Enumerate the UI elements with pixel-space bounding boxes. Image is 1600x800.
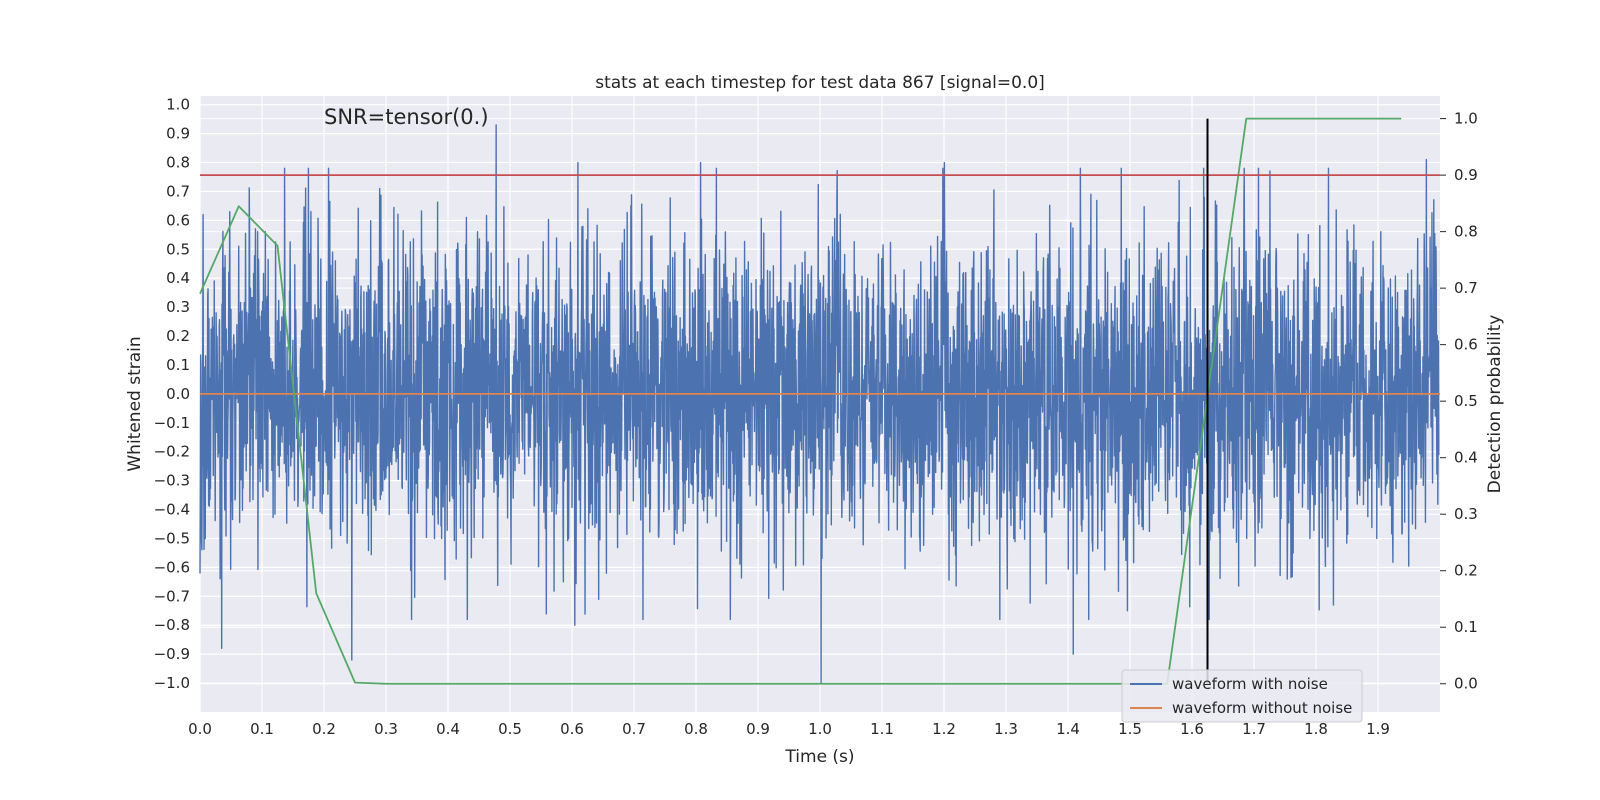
x-tick-label: 0.3 [374,720,398,738]
legend-label-waveform-without-noise: waveform without noise [1172,699,1352,717]
x-tick-label: 0.9 [746,720,770,738]
series-waveform-with-noise [199,124,1440,684]
y-tick-label: 0.8 [166,154,190,172]
legend-label-waveform-with-noise: waveform with noise [1172,675,1328,693]
y-tick-label: 0.2 [166,327,190,345]
snr-annotation: SNR=tensor(0.) [324,105,489,129]
y-tick-label: 0.3 [166,298,190,316]
y-tick-label: −0.8 [154,616,190,634]
x-tick-label: 1.2 [932,720,956,738]
y-tick-label: 0.0 [166,385,190,403]
y-tick-label: −0.6 [154,558,190,576]
y-tick-label: 0.7 [166,182,190,200]
x-tick-label: 1.8 [1304,720,1328,738]
x-tick-label: 0.6 [560,720,584,738]
x-tick-label: 1.9 [1366,720,1390,738]
chart-title: stats at each timestep for test data 867… [595,73,1045,93]
legend-box [1121,669,1363,723]
x-tick-label: 0.0 [188,720,212,738]
x-tick-label: 1.1 [870,720,894,738]
y-tick-label: 0.4 [166,269,190,287]
x-tick-label: 1.5 [1118,720,1142,738]
x-axis-ticks: 0.0 0.1 0.2 0.3 0.4 0.5 0.6 0.7 0.8 0.9 1.0 1.1 1.2 1… [188,720,1390,738]
y-tick-label: 0.9 [166,125,190,143]
y-axis-label: Whitened strain [125,336,145,471]
y2-tick-label: 1.0 [1454,110,1478,128]
x-tick-label: 1.7 [1242,720,1266,738]
y2-axis-ticks: 1.0 0.9 0.8 0.7 0.6 0.5 0.4 0.3 0.2 0.1 0.0 [1440,110,1478,693]
x-tick-label: 0.7 [622,720,646,738]
x-tick-label: 1.0 [808,720,832,738]
y-tick-label: −0.7 [154,587,190,605]
y2-tick-label: 0.2 [1454,562,1478,580]
x-tick-label: 1.3 [994,720,1018,738]
y-tick-label: 0.5 [166,240,190,258]
y2-tick-label: 0.8 [1454,223,1478,241]
y-tick-label: −0.5 [154,529,190,547]
y2-tick-label: 0.4 [1454,449,1478,467]
x-tick-label: 0.8 [684,720,708,738]
y-tick-label: −0.9 [154,645,190,663]
plot-area [199,117,1440,685]
y-tick-label: 0.6 [166,211,190,229]
x-tick-label: 0.2 [312,720,336,738]
legend: waveform with noise waveform without noi… [1121,669,1363,723]
y-tick-label: −0.3 [154,472,190,490]
series-detection-probability [199,117,1402,685]
y2-tick-label: 0.6 [1454,336,1478,354]
y-tick-label: −1.0 [154,674,190,692]
x-tick-label: 1.6 [1180,720,1204,738]
x-tick-label: 0.5 [498,720,522,738]
x-axis-label: Time (s) [784,747,854,767]
y-tick-label: −0.2 [154,443,190,461]
y2-tick-label: 0.5 [1454,392,1478,410]
y-tick-label: 1.0 [166,96,190,114]
y-tick-label: 0.1 [166,356,190,374]
y2-tick-label: 0.3 [1454,505,1478,523]
x-tick-label: 0.4 [436,720,460,738]
y-tick-label: −0.1 [154,414,190,432]
y2-tick-label: 0.9 [1454,166,1478,184]
y2-tick-label: 0.0 [1454,675,1478,693]
y2-tick-label: 0.7 [1454,279,1478,297]
y2-tick-label: 0.1 [1454,618,1478,636]
y2-axis-label: Detection probability [1485,315,1505,494]
x-tick-label: 0.1 [250,720,274,738]
x-tick-label: 1.4 [1056,720,1080,738]
y-axis-ticks: 1.0 0.9 0.8 0.7 0.6 0.5 0.4 0.3 0.2 0.1 0.0 −0.1 −0.… [154,96,190,692]
y-tick-label: −0.4 [154,501,190,519]
